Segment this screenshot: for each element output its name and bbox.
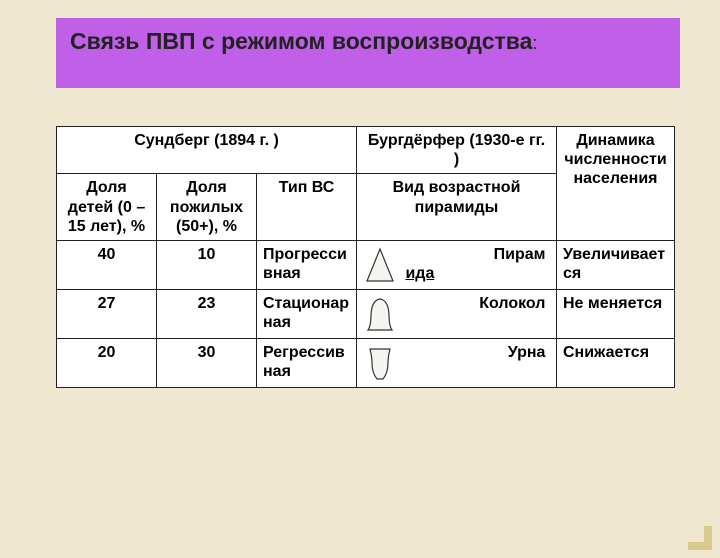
cell-dynamics: Не меняется xyxy=(557,289,675,338)
cell-children: 27 xyxy=(57,289,157,338)
cell-elderly: 10 xyxy=(157,240,257,289)
cell-pyramid: Колокол xyxy=(357,289,557,338)
col-sundberg: Сундберг (1894 г. ) xyxy=(57,127,357,174)
cell-children: 20 xyxy=(57,338,157,387)
col-pyramid: Вид возрастной пирамиды xyxy=(357,174,557,241)
pyramid-triangle-icon xyxy=(363,245,401,285)
pyramid-label: Колокол xyxy=(405,294,545,313)
col-children: Доля детей (0 – 15 лет), % xyxy=(57,174,157,241)
cell-children: 40 xyxy=(57,240,157,289)
pyramid-urn-icon xyxy=(363,343,401,383)
pyramid-label: Пирам xyxy=(494,246,546,263)
cell-pyramid: Урна xyxy=(357,338,557,387)
col-type: Тип ВС xyxy=(257,174,357,241)
title-bar: Связь ПВП с режимом воспроизводства: xyxy=(56,18,680,88)
cell-type: Регрессивная xyxy=(257,338,357,387)
pyramid-bell-icon xyxy=(363,294,401,334)
cell-dynamics: Снижается xyxy=(557,338,675,387)
cell-type: Стационарная xyxy=(257,289,357,338)
cell-type: Прогрессивная xyxy=(257,240,357,289)
title-suffix: : xyxy=(532,33,537,53)
cell-dynamics: Увеличивается xyxy=(557,240,675,289)
data-table: Сундберг (1894 г. ) Бургдёрфер (1930-е г… xyxy=(56,126,675,388)
corner-decoration xyxy=(688,526,712,550)
col-dynamics: Динамика численности населения xyxy=(557,127,675,241)
table-row: 27 23 Стационарная Колокол Не меняется xyxy=(57,289,675,338)
header-row-1: Сундберг (1894 г. ) Бургдёрфер (1930-е г… xyxy=(57,127,675,174)
col-burgdorfer: Бургдёрфер (1930-е гг. ) xyxy=(357,127,557,174)
col-elderly: Доля пожилых (50+), % xyxy=(157,174,257,241)
pyramid-pre: ида xyxy=(405,264,434,283)
cell-pyramid: Пирам ида xyxy=(357,240,557,289)
page-title: Связь ПВП с режимом воспроизводства xyxy=(70,28,532,54)
cell-elderly: 23 xyxy=(157,289,257,338)
cell-elderly: 30 xyxy=(157,338,257,387)
pyramid-label: Урна xyxy=(405,343,545,362)
table-row: 40 10 Прогрессивная Пирам ида Увеличивае… xyxy=(57,240,675,289)
table-row: 20 30 Регрессивная Урна Снижается xyxy=(57,338,675,387)
